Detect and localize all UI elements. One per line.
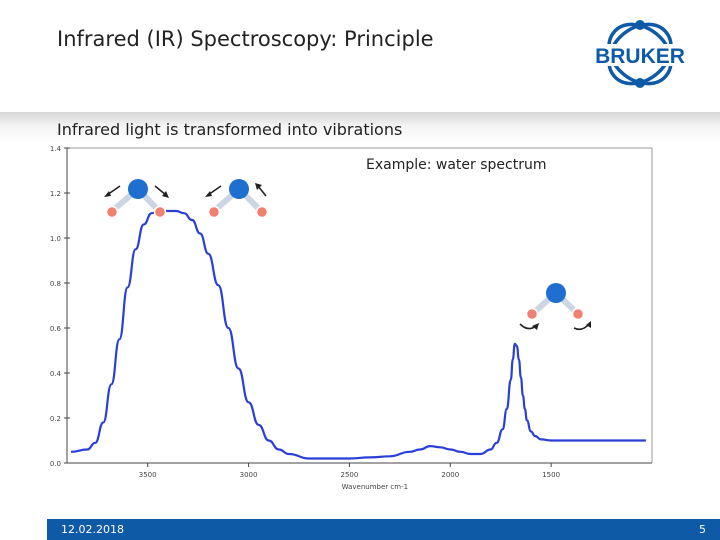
x-axis-label: Wavenumber cm-1	[342, 483, 408, 491]
page-number: 5	[699, 523, 706, 536]
molecule-symmetric-stretch	[104, 179, 169, 219]
footer-date: 12.02.2018	[61, 523, 124, 536]
y-tick-label: 1.4	[50, 145, 62, 153]
hydrogen-atom	[153, 205, 167, 219]
arrow-icon	[257, 185, 267, 197]
hydrogen-atom	[255, 205, 269, 219]
y-tick-label: 0.4	[50, 370, 62, 378]
hydrogen-atom	[525, 307, 539, 321]
oxygen-atom	[128, 179, 148, 199]
y-tick-label: 1.0	[50, 235, 61, 243]
example-label: Example: water spectrum	[366, 157, 547, 173]
y-tick-label: 0.8	[50, 280, 61, 288]
hydrogen-atom	[207, 205, 221, 219]
y-tick-label: 0.6	[50, 325, 62, 333]
x-tick-label: 2000	[441, 471, 459, 479]
molecule-bending	[519, 283, 591, 331]
slide-subtitle: Infrared light is transformed into vibra…	[57, 120, 403, 139]
molecule-asymmetric-stretch	[205, 179, 269, 219]
x-axis: 3500 3000 2500 2000 1500 Wavenumber cm-1	[67, 462, 652, 491]
hydrogen-atom	[105, 205, 119, 219]
series-layer	[70, 209, 646, 460]
x-tick-label: 1500	[542, 471, 560, 479]
x-tick-label: 2500	[340, 471, 358, 479]
series-line-0	[70, 209, 646, 460]
y-tick-label: 0.0	[50, 460, 61, 468]
x-tick-label: 3000	[240, 471, 258, 479]
oxygen-atom	[546, 283, 566, 303]
footer-bar: 12.02.2018 5	[47, 519, 720, 540]
hydrogen-atom	[571, 307, 585, 321]
y-tick-label: 1.2	[50, 190, 61, 198]
oxygen-atom	[229, 179, 249, 199]
slide-title: Infrared (IR) Spectroscopy: Principle	[57, 27, 434, 51]
y-axis: 0.0 0.2 0.4 0.6 0.8 1.0 1.2 1.4	[50, 145, 653, 468]
header-band	[0, 112, 720, 142]
water-spectrum-chart: 0.0 0.2 0.4 0.6 0.8 1.0 1.2 1.4 3500 3000 2500 200…	[50, 145, 653, 491]
x-tick-label: 3500	[139, 471, 157, 479]
bruker-logo: BRUKER	[584, 20, 697, 88]
y-tick-label: 0.2	[50, 415, 61, 423]
logo-text: BRUKER	[595, 45, 685, 68]
